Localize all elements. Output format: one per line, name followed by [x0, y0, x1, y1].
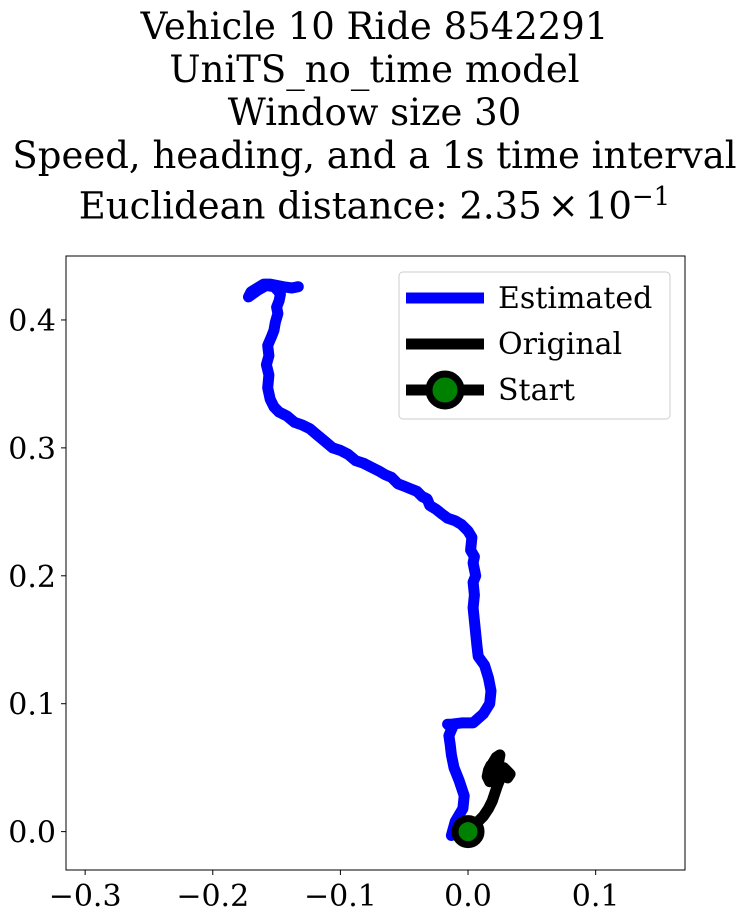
- x-tick-label: 0.0: [444, 879, 492, 914]
- x-tick-label: −0.1: [304, 879, 377, 914]
- axes-frame: [65, 255, 686, 871]
- series-line-original: [462, 749, 516, 838]
- x-tick-label: −0.2: [176, 879, 249, 914]
- title-distance-base: 10: [584, 184, 632, 228]
- y-tick-label: 0.4: [8, 304, 56, 339]
- legend-box: [398, 271, 671, 420]
- legend-swatch-start-marker: [425, 370, 465, 410]
- x-tick-label: −0.3: [49, 879, 122, 914]
- data-layer: [243, 278, 516, 849]
- series-line-estimated: [243, 278, 497, 841]
- title-line-3: Window size 30: [227, 91, 522, 134]
- title-line-1: Vehicle 10 Ride 8542291: [140, 5, 609, 48]
- y-tick-label: 0.0: [8, 816, 56, 851]
- legend: Estimated Original Start: [398, 271, 671, 420]
- legend-label-start: Start: [498, 373, 575, 408]
- title-line-4: Speed, heading, and a 1s time interval: [12, 134, 737, 177]
- title-line-5: Euclidean distance: 2.35 × 10−1: [0, 176, 749, 227]
- title-line-2: UniTS_no_time model: [169, 48, 580, 91]
- legend-label-original: Original: [498, 327, 622, 362]
- y-tick-label: 0.1: [8, 688, 56, 723]
- legend-label-estimated: Estimated: [498, 281, 652, 316]
- y-tick-label: 0.2: [8, 560, 56, 595]
- x-tick-label: 0.1: [572, 879, 620, 914]
- y-tick-label: 0.3: [8, 432, 56, 467]
- start-point-marker: [451, 815, 485, 849]
- ticks-layer: −0.3 −0.2 −0.1 0.0 0.1 0.0 0.1 0.2 0.3 0.4: [8, 304, 619, 914]
- title-distance-times: ×: [547, 184, 579, 228]
- title-distance-mantissa: 2.35: [459, 184, 542, 228]
- title-distance-prefix: Euclidean distance:: [78, 184, 460, 228]
- title-distance-exponent: −1: [631, 182, 671, 212]
